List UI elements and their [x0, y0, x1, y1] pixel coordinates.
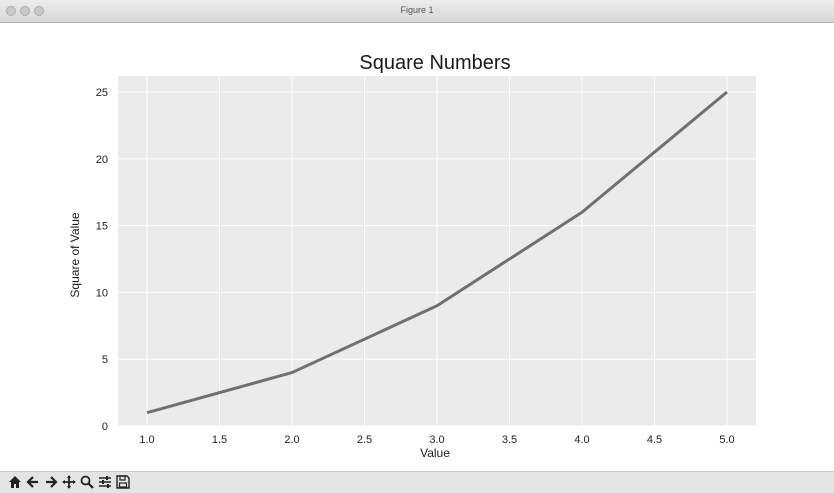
x-tick-label: 3.0 — [429, 434, 444, 446]
y-tick-label: 10 — [96, 287, 108, 299]
series-line — [146, 90, 728, 415]
save-icon — [116, 475, 130, 489]
x-tick-label: 3.5 — [502, 434, 517, 446]
x-tick-label: 1.5 — [212, 434, 227, 446]
move-icon — [62, 475, 76, 489]
window-title: Figure 1 — [400, 5, 434, 15]
home-button[interactable] — [6, 473, 24, 491]
zoom-icon — [80, 475, 94, 489]
x-tick-label: 5.0 — [719, 434, 734, 446]
title-bar: Figure 1 — [0, 0, 834, 23]
close-window-button[interactable] — [6, 6, 16, 16]
x-axis-label: Value — [420, 446, 450, 460]
back-button[interactable] — [24, 473, 42, 491]
y-tick-label: 20 — [96, 154, 108, 166]
x-tick-label: 4.5 — [647, 434, 662, 446]
home-icon — [9, 476, 21, 488]
x-tick-label: 1.0 — [139, 434, 154, 446]
x-tick-label: 2.0 — [284, 434, 299, 446]
navigation-toolbar — [0, 471, 834, 493]
configure-subplots-button[interactable] — [96, 473, 114, 491]
minimize-window-button[interactable] — [20, 6, 30, 16]
arrow-left-icon — [26, 476, 38, 488]
forward-button[interactable] — [42, 473, 60, 491]
x-tick-label: 4.0 — [574, 434, 589, 446]
save-button[interactable] — [114, 473, 132, 491]
chart-title: Square Numbers — [359, 52, 510, 74]
y-tick-label: 15 — [96, 221, 108, 233]
zoom-button[interactable] — [78, 473, 96, 491]
figure-canvas: Square Numbers Value Square of Value 1.0… — [8, 23, 834, 471]
zoom-window-button[interactable] — [34, 6, 44, 16]
y-tick-label: 5 — [102, 354, 108, 366]
x-tick-label: 2.5 — [357, 434, 372, 446]
arrow-right-icon — [46, 476, 58, 488]
chart: Square Numbers Value Square of Value 1.0… — [68, 52, 756, 460]
y-tick-label: 0 — [102, 421, 108, 433]
pan-button[interactable] — [60, 473, 78, 491]
sliders-icon — [99, 476, 111, 488]
y-tick-label: 25 — [96, 87, 108, 99]
y-axis-label: Square of Value — [68, 212, 82, 297]
